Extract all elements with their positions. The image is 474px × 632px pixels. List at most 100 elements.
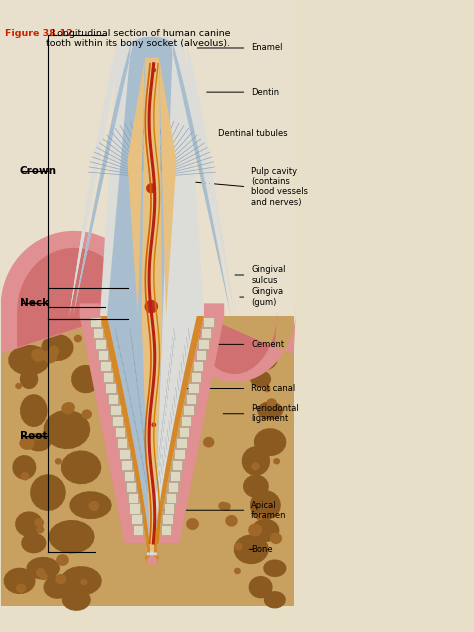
- Polygon shape: [34, 518, 44, 527]
- Polygon shape: [36, 526, 45, 533]
- Polygon shape: [128, 58, 176, 552]
- Polygon shape: [250, 490, 281, 520]
- FancyBboxPatch shape: [100, 361, 111, 371]
- Polygon shape: [80, 303, 145, 543]
- FancyBboxPatch shape: [203, 317, 214, 327]
- Polygon shape: [56, 554, 69, 566]
- Polygon shape: [20, 394, 47, 427]
- Polygon shape: [0, 316, 294, 606]
- FancyBboxPatch shape: [170, 471, 180, 481]
- Text: Enamel: Enamel: [251, 44, 283, 52]
- FancyBboxPatch shape: [198, 339, 209, 349]
- FancyBboxPatch shape: [188, 383, 199, 393]
- Polygon shape: [82, 410, 92, 419]
- Polygon shape: [234, 568, 241, 574]
- Polygon shape: [80, 579, 87, 585]
- Polygon shape: [9, 345, 50, 375]
- Polygon shape: [49, 520, 95, 554]
- FancyBboxPatch shape: [108, 394, 118, 404]
- Text: Crown: Crown: [19, 166, 56, 176]
- Polygon shape: [69, 37, 235, 561]
- Polygon shape: [234, 543, 243, 550]
- Polygon shape: [12, 455, 36, 480]
- FancyBboxPatch shape: [103, 372, 113, 382]
- FancyBboxPatch shape: [133, 525, 143, 535]
- FancyBboxPatch shape: [93, 328, 103, 338]
- Polygon shape: [15, 511, 43, 537]
- Polygon shape: [244, 349, 277, 371]
- Text: Apical
foramen: Apical foramen: [251, 501, 287, 520]
- FancyBboxPatch shape: [128, 492, 138, 502]
- Polygon shape: [21, 533, 46, 554]
- FancyBboxPatch shape: [191, 372, 201, 382]
- FancyBboxPatch shape: [183, 405, 194, 415]
- Polygon shape: [186, 518, 199, 530]
- Polygon shape: [44, 576, 72, 599]
- Polygon shape: [43, 350, 57, 363]
- FancyBboxPatch shape: [181, 416, 191, 426]
- Polygon shape: [273, 458, 280, 465]
- Polygon shape: [145, 556, 159, 565]
- FancyBboxPatch shape: [174, 449, 184, 459]
- FancyBboxPatch shape: [112, 416, 123, 426]
- FancyBboxPatch shape: [90, 317, 100, 327]
- FancyBboxPatch shape: [105, 383, 116, 393]
- Polygon shape: [220, 341, 231, 350]
- Polygon shape: [71, 365, 100, 393]
- FancyBboxPatch shape: [162, 514, 173, 525]
- Text: Bone: Bone: [251, 545, 273, 554]
- Text: Figure 38.12: Figure 38.12: [5, 29, 73, 38]
- FancyBboxPatch shape: [179, 427, 189, 437]
- FancyBboxPatch shape: [98, 350, 108, 360]
- Polygon shape: [264, 386, 271, 392]
- Polygon shape: [16, 583, 26, 593]
- Polygon shape: [173, 307, 296, 382]
- Polygon shape: [20, 472, 29, 480]
- Polygon shape: [35, 435, 41, 441]
- Polygon shape: [251, 519, 280, 542]
- FancyBboxPatch shape: [168, 482, 178, 492]
- FancyBboxPatch shape: [115, 427, 125, 437]
- Polygon shape: [20, 369, 38, 389]
- Polygon shape: [64, 402, 75, 412]
- Text: Gingiva
(gum): Gingiva (gum): [251, 288, 283, 307]
- Text: Dentin: Dentin: [251, 88, 279, 97]
- Text: Dentinal tubules: Dentinal tubules: [218, 129, 288, 138]
- Polygon shape: [263, 559, 286, 577]
- Polygon shape: [48, 346, 59, 356]
- Polygon shape: [40, 573, 48, 580]
- Polygon shape: [243, 475, 269, 498]
- FancyBboxPatch shape: [201, 328, 211, 338]
- Polygon shape: [192, 311, 277, 374]
- FancyBboxPatch shape: [129, 504, 140, 514]
- FancyBboxPatch shape: [193, 361, 203, 371]
- FancyBboxPatch shape: [110, 405, 120, 415]
- FancyBboxPatch shape: [121, 459, 132, 470]
- Polygon shape: [30, 474, 66, 511]
- Polygon shape: [254, 428, 286, 456]
- Polygon shape: [61, 403, 74, 415]
- Polygon shape: [19, 440, 27, 447]
- Text: Cement: Cement: [251, 340, 284, 349]
- Polygon shape: [41, 334, 73, 361]
- FancyBboxPatch shape: [124, 471, 134, 481]
- Polygon shape: [4, 568, 36, 594]
- Polygon shape: [15, 383, 22, 389]
- Polygon shape: [27, 557, 60, 580]
- Polygon shape: [151, 422, 156, 427]
- Polygon shape: [89, 501, 100, 511]
- Polygon shape: [218, 502, 228, 510]
- Polygon shape: [31, 348, 46, 362]
- Text: Root canal: Root canal: [251, 384, 295, 393]
- Polygon shape: [221, 502, 231, 511]
- Polygon shape: [74, 335, 82, 343]
- Text: Neck: Neck: [19, 298, 49, 308]
- FancyBboxPatch shape: [164, 504, 174, 514]
- Polygon shape: [145, 300, 158, 313]
- FancyBboxPatch shape: [95, 339, 106, 349]
- Polygon shape: [69, 37, 235, 316]
- FancyBboxPatch shape: [196, 350, 206, 360]
- Polygon shape: [255, 513, 264, 520]
- Text: Root: Root: [19, 431, 47, 441]
- FancyBboxPatch shape: [172, 459, 182, 470]
